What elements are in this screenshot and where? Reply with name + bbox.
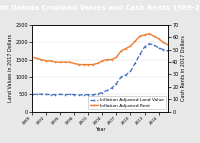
Y-axis label: Land Values in 2017 Dollars: Land Values in 2017 Dollars [8, 34, 13, 102]
X-axis label: Year: Year [95, 127, 105, 132]
Y-axis label: Cash Rents in 2017 Dollars: Cash Rents in 2017 Dollars [181, 35, 186, 101]
Legend: Inflation Adjusted Land Value, Inflation Adjusted Rent: Inflation Adjusted Land Value, Inflation… [88, 96, 166, 109]
Text: North Dakota Cropland Values and Cash Rents 1989-2018: North Dakota Cropland Values and Cash Re… [0, 5, 200, 11]
